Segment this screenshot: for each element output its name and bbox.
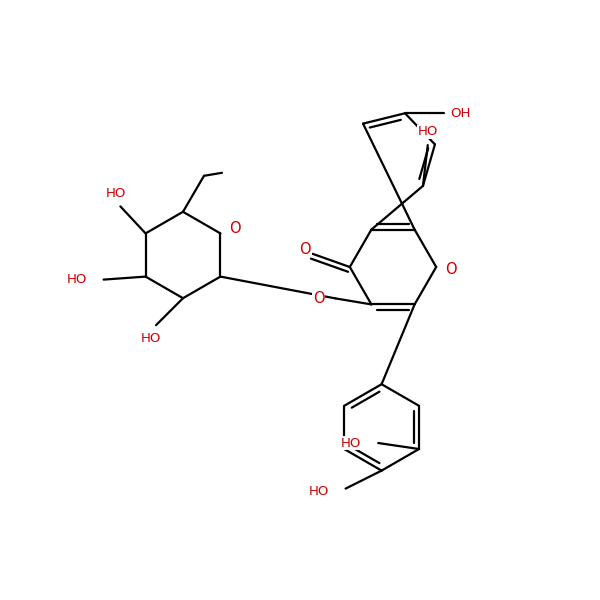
Text: O: O xyxy=(313,291,325,306)
Text: O: O xyxy=(299,241,311,257)
Text: O: O xyxy=(445,263,457,277)
Text: HO: HO xyxy=(341,437,361,449)
Text: HO: HO xyxy=(141,332,161,345)
Text: HO: HO xyxy=(308,485,329,498)
Text: HO: HO xyxy=(106,187,126,200)
Text: OH: OH xyxy=(451,107,471,120)
Text: O: O xyxy=(229,221,241,236)
Text: HO: HO xyxy=(67,273,87,286)
Text: HO: HO xyxy=(418,125,438,139)
